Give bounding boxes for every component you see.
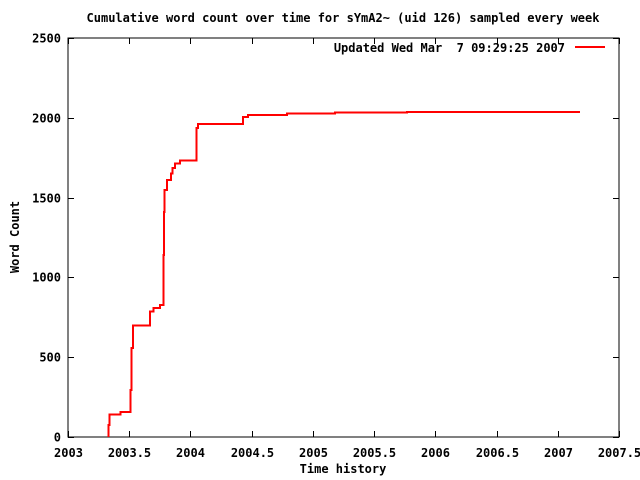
x-tick-label: 2003.5 <box>108 446 151 460</box>
plot-border <box>67 37 620 438</box>
legend-label: Updated Wed Mar 7 09:29:25 2007 <box>333 41 565 55</box>
chart-title: Cumulative word count over time for sYmA… <box>86 11 600 25</box>
y-tick-label: 2500 <box>32 32 61 46</box>
y-tick-label: 1500 <box>32 192 61 206</box>
y-tick-label: 500 <box>39 351 61 365</box>
x-tick-label: 2004 <box>176 446 205 460</box>
x-tick-label: 2004.5 <box>231 446 274 460</box>
x-tick-label: 2003 <box>54 446 83 460</box>
y-tick-label: 2000 <box>32 112 61 126</box>
x-tick-label: 2006.5 <box>476 446 519 460</box>
x-axis-label: Time history <box>299 462 387 476</box>
series-cumulative-word-count-line <box>107 110 580 437</box>
y-axis-label: Word Count <box>8 200 22 274</box>
x-tick-label: 2005.5 <box>353 446 396 460</box>
x-tick-label: 2006 <box>421 446 450 460</box>
x-tick-label: 2007.5 <box>598 446 640 460</box>
x-tick-label: 2005 <box>299 446 328 460</box>
x-tick-label: 2007 <box>544 446 573 460</box>
y-tick-label: 1000 <box>32 271 61 285</box>
y-tick-label: 0 <box>54 431 61 445</box>
